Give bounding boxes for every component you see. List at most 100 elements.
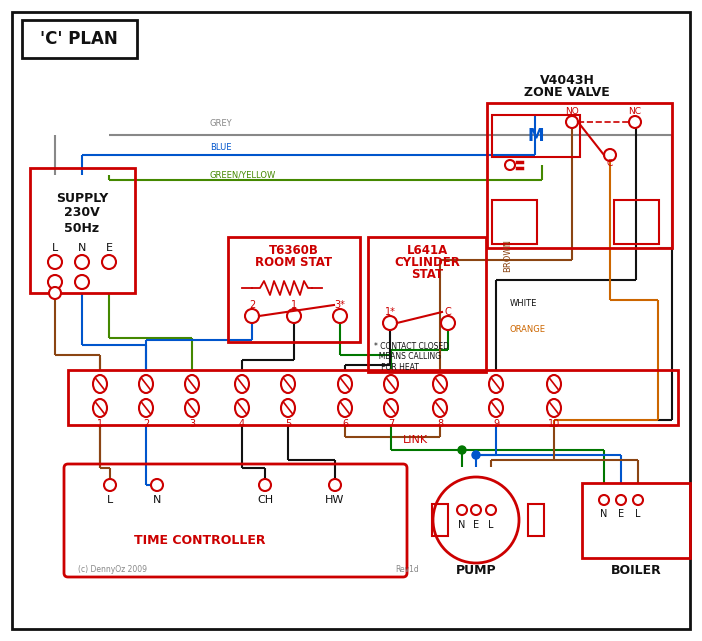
Text: C: C — [607, 158, 613, 167]
Text: GREEN/YELLOW: GREEN/YELLOW — [210, 171, 277, 179]
Ellipse shape — [547, 375, 561, 393]
Text: NC: NC — [628, 108, 642, 117]
Text: CH: CH — [257, 495, 273, 505]
Circle shape — [471, 505, 481, 515]
Ellipse shape — [433, 375, 447, 393]
Text: ROOM STAT: ROOM STAT — [256, 256, 333, 269]
Ellipse shape — [384, 375, 398, 393]
Circle shape — [75, 255, 89, 269]
Text: 3*: 3* — [335, 300, 345, 310]
Text: LINK: LINK — [402, 435, 428, 445]
Circle shape — [383, 316, 397, 330]
Text: 8: 8 — [437, 419, 443, 429]
Circle shape — [151, 479, 163, 491]
Circle shape — [633, 495, 643, 505]
Text: L641A: L641A — [406, 244, 448, 258]
Ellipse shape — [185, 399, 199, 417]
Text: 'C' PLAN: 'C' PLAN — [40, 30, 118, 48]
Ellipse shape — [489, 375, 503, 393]
Text: BROWN: BROWN — [503, 238, 512, 272]
Text: L: L — [489, 520, 494, 530]
Ellipse shape — [338, 399, 352, 417]
Circle shape — [629, 116, 641, 128]
Circle shape — [616, 495, 626, 505]
Text: 50Hz: 50Hz — [65, 222, 100, 235]
Ellipse shape — [338, 375, 352, 393]
Ellipse shape — [489, 399, 503, 417]
Text: N: N — [153, 495, 161, 505]
Text: SUPPLY: SUPPLY — [56, 192, 108, 204]
Text: 230V: 230V — [64, 206, 100, 219]
Ellipse shape — [281, 375, 295, 393]
Text: GREY: GREY — [210, 119, 232, 128]
Circle shape — [472, 451, 480, 459]
Text: (c) DennyOz 2009: (c) DennyOz 2009 — [78, 565, 147, 574]
Text: 1: 1 — [291, 300, 297, 310]
Circle shape — [49, 287, 61, 299]
Ellipse shape — [139, 399, 153, 417]
FancyBboxPatch shape — [528, 504, 544, 536]
Text: 3: 3 — [189, 419, 195, 429]
Ellipse shape — [93, 399, 107, 417]
Text: ZONE VALVE: ZONE VALVE — [524, 85, 610, 99]
Ellipse shape — [281, 399, 295, 417]
Ellipse shape — [384, 399, 398, 417]
Ellipse shape — [235, 375, 249, 393]
Circle shape — [604, 149, 616, 161]
Ellipse shape — [547, 399, 561, 417]
Text: CYLINDER: CYLINDER — [394, 256, 460, 269]
Text: STAT: STAT — [411, 269, 443, 281]
Text: 10: 10 — [548, 419, 560, 429]
Circle shape — [441, 316, 455, 330]
Text: L: L — [635, 509, 641, 519]
Text: TIME CONTROLLER: TIME CONTROLLER — [134, 533, 266, 547]
Text: Rev1d: Rev1d — [395, 565, 419, 574]
Text: ORANGE: ORANGE — [510, 326, 546, 335]
Text: E: E — [105, 243, 112, 253]
Text: 5: 5 — [285, 419, 291, 429]
Text: BOILER: BOILER — [611, 563, 661, 576]
Ellipse shape — [185, 375, 199, 393]
Circle shape — [458, 446, 466, 454]
Text: N: N — [458, 520, 465, 530]
Text: 1*: 1* — [385, 307, 395, 317]
FancyBboxPatch shape — [432, 504, 448, 536]
Text: PUMP: PUMP — [456, 563, 496, 576]
Text: 6: 6 — [342, 419, 348, 429]
Text: 1: 1 — [97, 419, 103, 429]
Text: N: N — [600, 509, 608, 519]
Text: N: N — [78, 243, 86, 253]
Circle shape — [102, 255, 116, 269]
Text: M: M — [528, 127, 544, 145]
Text: NO: NO — [565, 108, 579, 117]
Circle shape — [566, 116, 578, 128]
Text: L: L — [52, 243, 58, 253]
Text: T6360B: T6360B — [269, 244, 319, 258]
Circle shape — [287, 309, 301, 323]
Circle shape — [486, 505, 496, 515]
Text: 4: 4 — [239, 419, 245, 429]
Text: 9: 9 — [493, 419, 499, 429]
Text: E: E — [618, 509, 624, 519]
Text: WHITE: WHITE — [510, 299, 537, 308]
Text: 2: 2 — [249, 300, 255, 310]
Ellipse shape — [139, 375, 153, 393]
Text: 2: 2 — [143, 419, 149, 429]
Circle shape — [457, 505, 467, 515]
Text: BLUE: BLUE — [210, 144, 232, 153]
Circle shape — [48, 255, 62, 269]
Text: 7: 7 — [388, 419, 394, 429]
Ellipse shape — [93, 375, 107, 393]
Circle shape — [599, 495, 609, 505]
Ellipse shape — [235, 399, 249, 417]
Circle shape — [104, 479, 116, 491]
Circle shape — [245, 309, 259, 323]
Circle shape — [48, 275, 62, 289]
Text: L: L — [107, 495, 113, 505]
Circle shape — [75, 275, 89, 289]
Text: V4043H: V4043H — [540, 74, 595, 87]
Ellipse shape — [433, 399, 447, 417]
Circle shape — [505, 160, 515, 170]
Text: E: E — [473, 520, 479, 530]
Circle shape — [259, 479, 271, 491]
